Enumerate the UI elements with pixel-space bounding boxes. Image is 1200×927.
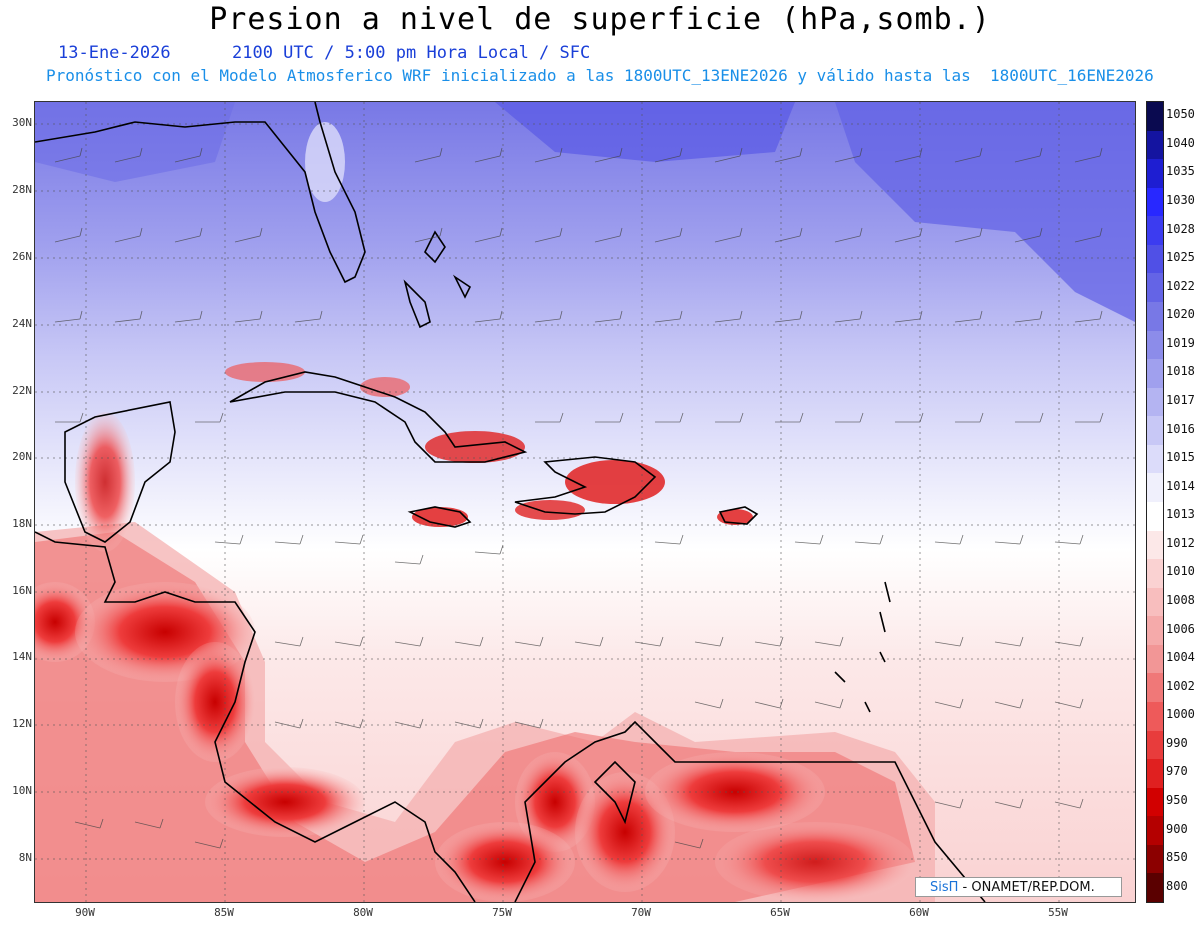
colorbar-swatch [1147, 273, 1163, 303]
colorbar-swatch [1147, 873, 1163, 903]
colorbar-swatch [1147, 159, 1163, 189]
colorbar-level-label: 1004 [1166, 650, 1195, 665]
lat-label-10n: 10N [12, 784, 32, 797]
colorbar-level-label: 1035 [1166, 164, 1195, 179]
lon-label-75w: 75W [492, 906, 512, 919]
colorbar-swatch [1147, 302, 1163, 332]
sispi-logo-text: SisΠ [930, 880, 959, 895]
colorbar-swatch [1147, 844, 1163, 874]
colorbar-swatch [1147, 673, 1163, 703]
colorbar-level-label: 850 [1166, 850, 1188, 865]
colorbar-level-label: 1020 [1166, 307, 1195, 322]
pressure-colorbar [1146, 101, 1164, 903]
colorbar-swatch [1147, 473, 1163, 503]
lat-label-30n: 30N [12, 116, 32, 129]
lat-label-16n: 16N [12, 584, 32, 597]
lon-label-65w: 65W [770, 906, 790, 919]
lat-label-8n: 8N [18, 851, 32, 864]
high-pressure-region-north [495, 102, 795, 162]
lat-label-14n: 14N [12, 650, 32, 663]
lon-label-80w: 80W [353, 906, 373, 919]
colorbar-swatch [1147, 416, 1163, 446]
colorbar-swatch [1147, 816, 1163, 846]
lat-label-18n: 18N [12, 517, 32, 530]
wind-barbs [54, 147, 1104, 849]
colorbar-level-label: 1028 [1166, 221, 1195, 236]
coastlines [35, 102, 986, 902]
colorbar-swatch [1147, 187, 1163, 217]
colorbar-level-label: 1008 [1166, 593, 1195, 607]
colorbar-level-label: 1010 [1166, 564, 1195, 579]
colorbar-level-label: 1016 [1166, 421, 1195, 436]
lon-label-85w: 85W [214, 906, 234, 919]
colorbar-swatch [1147, 330, 1163, 360]
lat-label-24n: 24N [12, 317, 32, 330]
colorbar-level-label: 970 [1166, 764, 1188, 779]
colorbar-level-label: 1050 [1166, 107, 1195, 122]
colorbar-swatch [1147, 216, 1163, 246]
colorbar-swatch [1147, 587, 1163, 617]
colorbar-level-label: 990 [1166, 735, 1188, 750]
colorbar-level-label: 1030 [1166, 193, 1195, 207]
colorbar-level-label: 1014 [1166, 478, 1195, 493]
colorbar-level-label: 1017 [1166, 393, 1195, 407]
lat-label-26n: 26N [12, 250, 32, 263]
colorbar-swatch [1147, 444, 1163, 474]
lon-label-90w: 90W [75, 906, 95, 919]
colorbar-swatch [1147, 130, 1163, 160]
pressure-map [34, 101, 1136, 903]
colorbar-swatch [1147, 244, 1163, 274]
lon-label-70w: 70W [631, 906, 651, 919]
colorbar-level-label: 1040 [1166, 135, 1195, 150]
colorbar-level-label: 1019 [1166, 335, 1195, 350]
colorbar-level-label: 900 [1166, 821, 1188, 836]
lon-label-60w: 60W [909, 906, 929, 919]
colorbar-swatch [1147, 730, 1163, 760]
colorbar-swatch [1147, 387, 1163, 417]
high-pressure-region-northeast [835, 102, 1135, 322]
colorbar-swatch [1147, 644, 1163, 674]
colorbar-swatch [1147, 359, 1163, 389]
colorbar-level-label: 1015 [1166, 450, 1195, 465]
colorbar-level-label: 1000 [1166, 707, 1195, 722]
colorbar-swatch [1147, 530, 1163, 560]
colorbar-level-label: 1002 [1166, 678, 1195, 693]
colorbar-level-label: 1022 [1166, 278, 1195, 293]
forecast-info-line: Pronóstico con el Modelo Atmosferico WRF… [46, 66, 1154, 85]
colorbar-swatch [1147, 559, 1163, 589]
lat-label-20n: 20N [12, 450, 32, 463]
lat-label-22n: 22N [12, 384, 32, 397]
colorbar-swatch [1147, 102, 1163, 132]
map-title: Presion a nivel de superficie (hPa,somb.… [209, 2, 991, 37]
colorbar-swatch [1147, 702, 1163, 732]
colorbar-swatch [1147, 616, 1163, 646]
colorbar-level-label: 950 [1166, 793, 1188, 807]
colorbar-level-label: 1006 [1166, 621, 1195, 636]
colorbar-level-label: 1013 [1166, 507, 1195, 522]
colorbar-swatch [1147, 502, 1163, 532]
credit-text: - ONAMET/REP.DOM. [958, 880, 1095, 895]
colorbar-level-label: 1025 [1166, 250, 1195, 265]
credit-box: SisΠ - ONAMET/REP.DOM. [915, 877, 1122, 897]
lat-label-28n: 28N [12, 183, 32, 196]
colorbar-level-label: 1018 [1166, 364, 1195, 379]
lon-label-55w: 55W [1048, 906, 1068, 919]
colorbar-level-label: 800 [1166, 878, 1188, 893]
colorbar-level-label: 1012 [1166, 535, 1195, 550]
colorbar-swatch [1147, 787, 1163, 817]
valid-time-line: 13-Ene-2026 2100 UTC / 5:00 pm Hora Loca… [58, 43, 591, 63]
lat-label-12n: 12N [12, 717, 32, 730]
colorbar-swatch [1147, 759, 1163, 789]
